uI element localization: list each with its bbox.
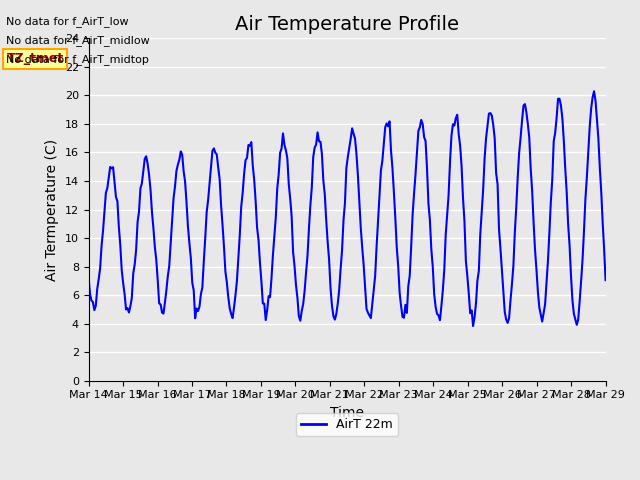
Text: No data for f_AirT_midlow: No data for f_AirT_midlow — [6, 35, 150, 46]
Text: No data for f_AirT_midtop: No data for f_AirT_midtop — [6, 54, 149, 65]
Legend: AirT 22m: AirT 22m — [296, 413, 398, 436]
Text: No data for f_AirT_low: No data for f_AirT_low — [6, 16, 129, 27]
X-axis label: Time: Time — [330, 406, 364, 420]
Text: TZ_tmet: TZ_tmet — [6, 52, 63, 65]
Title: Air Temperature Profile: Air Temperature Profile — [235, 15, 459, 34]
Y-axis label: Air Termperature (C): Air Termperature (C) — [45, 138, 59, 281]
